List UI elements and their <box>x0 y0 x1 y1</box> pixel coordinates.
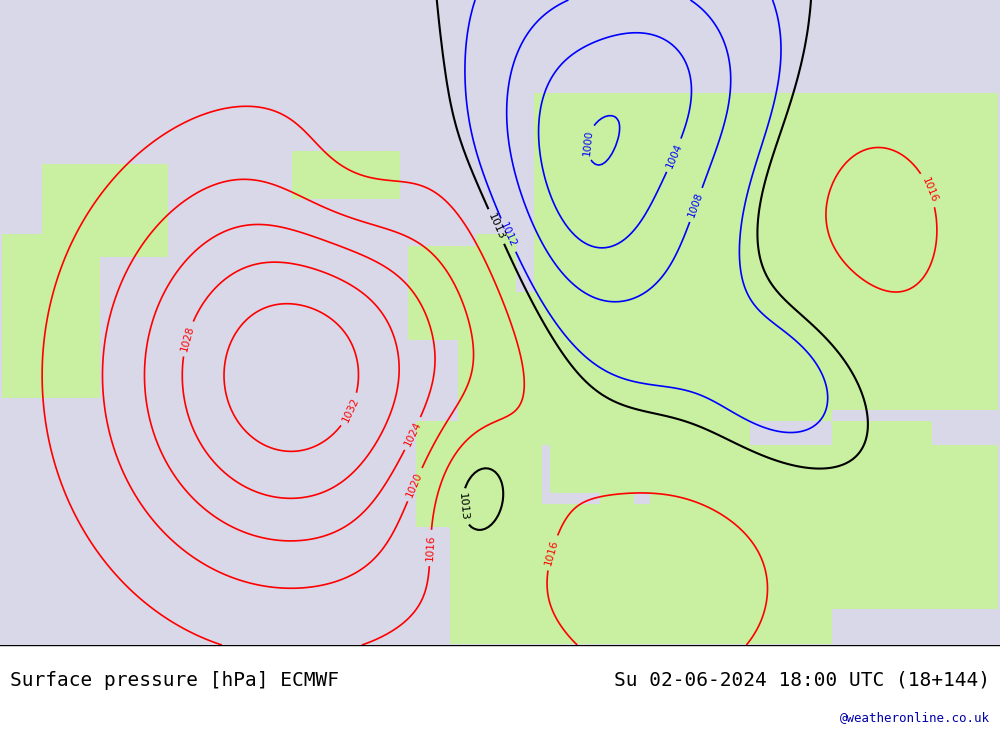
Text: Su 02-06-2024 18:00 UTC (18+144): Su 02-06-2024 18:00 UTC (18+144) <box>614 671 990 690</box>
Text: 1028: 1028 <box>179 325 196 353</box>
Text: 1004: 1004 <box>664 141 684 169</box>
Text: Surface pressure [hPa] ECMWF: Surface pressure [hPa] ECMWF <box>10 671 339 690</box>
Text: 1012: 1012 <box>498 221 518 249</box>
Text: 1016: 1016 <box>543 539 560 567</box>
Text: 1008: 1008 <box>687 191 705 219</box>
Text: 1032: 1032 <box>340 396 361 424</box>
Text: 1016: 1016 <box>920 176 939 204</box>
Text: 1016: 1016 <box>425 534 436 561</box>
Text: 1013: 1013 <box>456 493 469 521</box>
Text: 1024: 1024 <box>403 419 423 448</box>
Text: @weatheronline.co.uk: @weatheronline.co.uk <box>840 711 990 724</box>
Text: 1000: 1000 <box>582 129 594 156</box>
Text: 1013: 1013 <box>486 212 507 241</box>
Text: 1020: 1020 <box>405 471 425 498</box>
